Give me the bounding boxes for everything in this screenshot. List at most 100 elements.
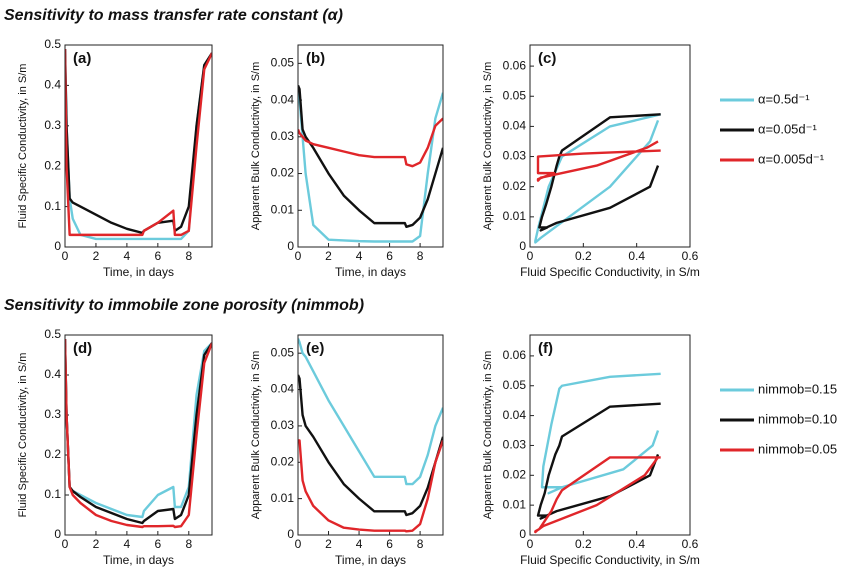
- plot-frame: [64, 44, 213, 248]
- x-tick-label: 8: [417, 537, 424, 551]
- x-tick-label: 0.2: [575, 249, 592, 263]
- y-tick-label: 0.02: [271, 166, 295, 180]
- x-axis-label: Time, in days: [103, 265, 174, 279]
- x-tick-label: 4: [356, 537, 363, 551]
- data-line: [298, 85, 443, 243]
- x-tick-label: 0: [527, 249, 534, 263]
- data-line: [65, 338, 212, 529]
- x-tick-label: 6: [386, 537, 393, 551]
- data-line: [298, 84, 443, 228]
- y-tick-label: 0.3: [44, 118, 61, 132]
- y-tick-label: 0.01: [271, 202, 295, 216]
- y-tick-label: 0.03: [503, 149, 527, 163]
- panel-label: (a): [73, 50, 91, 67]
- section-title: Sensitivity to mass transfer rate consta…: [4, 7, 343, 24]
- data-line: [65, 49, 212, 237]
- panel-label: (e): [306, 340, 324, 357]
- data-line: [536, 402, 661, 520]
- data-line: [534, 456, 661, 534]
- x-tick-label: 8: [185, 537, 192, 551]
- x-tick-label: 4: [124, 249, 131, 263]
- y-tick-label: 0.02: [271, 454, 295, 468]
- x-tick-label: 2: [93, 537, 100, 551]
- y-tick-label: 0.02: [503, 467, 527, 481]
- x-tick-label: 0.6: [682, 537, 699, 551]
- y-tick-label: 0.06: [503, 58, 527, 72]
- y-tick-label: 0.1: [44, 199, 61, 213]
- plot-frame: [297, 334, 444, 536]
- legend-label: nimmob=0.05: [758, 441, 837, 456]
- x-tick-label: 0.6: [682, 249, 699, 263]
- y-tick-label: 0.3: [44, 407, 61, 421]
- plot-frame: [297, 44, 444, 248]
- legend-label: nimmob=0.10: [758, 411, 837, 426]
- x-tick-label: 0: [295, 537, 302, 551]
- y-axis-label: Apparent Bulk Conductivity, in S/m: [482, 351, 494, 520]
- x-tick-label: 0.4: [628, 537, 645, 551]
- x-axis-label: Time, in days: [103, 553, 174, 567]
- y-tick-label: 0.4: [44, 367, 61, 381]
- data-line: [298, 374, 443, 517]
- x-tick-label: 6: [154, 537, 161, 551]
- y-axis-label: Apparent Bulk Conductivity, in S/m: [250, 351, 262, 520]
- x-tick-label: 0: [62, 249, 69, 263]
- y-tick-label: 0.04: [503, 408, 527, 422]
- data-line: [298, 338, 443, 486]
- y-tick-label: 0: [519, 239, 526, 253]
- y-tick-label: 0: [287, 239, 294, 253]
- y-tick-label: 0.06: [503, 348, 527, 362]
- plot-frame: [529, 334, 691, 536]
- data-line: [536, 140, 661, 182]
- x-tick-label: 0: [295, 249, 302, 263]
- plot-frame: [529, 44, 691, 248]
- x-axis-label: Time, in days: [335, 553, 406, 567]
- y-tick-label: 0.5: [44, 37, 61, 51]
- x-tick-label: 0.2: [575, 537, 592, 551]
- y-tick-label: 0.05: [271, 56, 295, 70]
- y-tick-label: 0.4: [44, 78, 61, 92]
- data-line: [65, 338, 212, 525]
- legend-label: α=0.05d⁻¹: [758, 121, 818, 136]
- x-tick-label: 6: [154, 249, 161, 263]
- x-tick-label: 4: [356, 249, 363, 263]
- y-tick-label: 0.01: [503, 497, 527, 511]
- y-tick-label: 0: [54, 239, 61, 253]
- y-axis-label: Apparent Bulk Conductivity, in S/m: [482, 62, 494, 231]
- y-tick-label: 0.01: [503, 209, 527, 223]
- legend-label: α=0.5d⁻¹: [758, 91, 810, 106]
- x-tick-label: 0: [527, 537, 534, 551]
- y-tick-label: 0.2: [44, 158, 61, 172]
- x-tick-label: 8: [417, 249, 424, 263]
- x-axis-label: Time, in days: [335, 265, 406, 279]
- y-tick-label: 0.01: [271, 491, 295, 505]
- data-line: [298, 439, 443, 533]
- y-tick-label: 0.04: [271, 92, 295, 106]
- x-tick-label: 4: [124, 537, 131, 551]
- x-tick-label: 6: [386, 249, 393, 263]
- y-tick-label: 0.02: [503, 179, 527, 193]
- y-tick-label: 0.5: [44, 327, 61, 341]
- x-tick-label: 2: [325, 537, 332, 551]
- x-axis-label: Fluid Specific Conductivity, in S/m: [520, 553, 700, 567]
- plot-frame: [64, 334, 213, 536]
- y-tick-label: 0.04: [503, 119, 527, 133]
- y-tick-label: 0.03: [503, 438, 527, 452]
- legend-label: nimmob=0.15: [758, 381, 837, 396]
- y-axis-label: Apparent Bulk Conductivity, in S/m: [250, 62, 262, 231]
- y-tick-label: 0.1: [44, 487, 61, 501]
- data-line: [540, 372, 661, 495]
- panel-label: (c): [538, 50, 556, 67]
- x-tick-label: 2: [325, 249, 332, 263]
- panel-label: (d): [73, 340, 92, 357]
- y-tick-label: 0: [519, 527, 526, 541]
- y-tick-label: 0.03: [271, 129, 295, 143]
- y-axis-label: Fluid Specific Conductivity, in S/m: [17, 64, 29, 229]
- x-tick-label: 0.4: [628, 249, 645, 263]
- y-tick-label: 0.05: [271, 345, 295, 359]
- x-tick-label: 8: [185, 249, 192, 263]
- y-tick-label: 0.05: [503, 88, 527, 102]
- y-tick-label: 0.04: [271, 382, 295, 396]
- panel-label: (f): [538, 340, 553, 357]
- data-line: [298, 117, 443, 168]
